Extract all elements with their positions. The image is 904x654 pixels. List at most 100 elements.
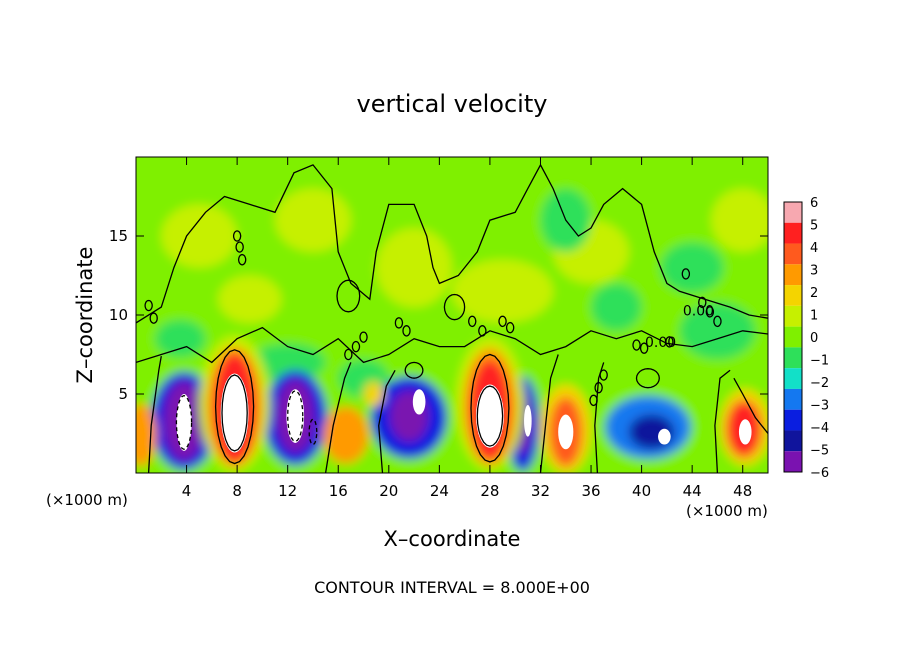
colorbar-swatch	[784, 264, 802, 286]
x-axis-ticks: 4 8 12 16 20 24 28 32 36 40 44 48	[182, 157, 752, 500]
colorbar-swatch	[784, 430, 802, 452]
contour-line	[136, 163, 768, 324]
contour-line	[639, 342, 649, 354]
colorbar-swatch	[784, 388, 802, 410]
contour-labels: 0.00 0.00	[645, 303, 714, 351]
colorbar-tick-label: 4	[810, 241, 818, 256]
x-tick-label: 48	[733, 482, 752, 500]
colorbar-tick-label: 3	[810, 264, 818, 279]
x-units-left: (×1000 m)	[46, 491, 128, 509]
y-tick-label: 10	[109, 306, 128, 324]
contour-line	[336, 279, 361, 313]
positive-core	[220, 373, 249, 453]
contour-line	[443, 293, 466, 321]
contour-line	[402, 325, 411, 337]
contour-line	[632, 339, 641, 351]
field-region	[660, 242, 724, 293]
contour-line	[175, 394, 193, 451]
x-units-right: (×1000 m)	[686, 502, 768, 520]
x-tick-label: 32	[531, 482, 550, 500]
negative-core	[176, 394, 192, 451]
contour-line	[144, 299, 153, 312]
chart-title: vertical velocity	[357, 90, 548, 118]
positive-core	[738, 419, 752, 445]
field-region	[452, 259, 554, 323]
x-tick-label: 36	[581, 482, 600, 500]
contour-line	[324, 362, 352, 473]
colorbar-swatch	[784, 202, 802, 223]
contour-line	[505, 321, 515, 334]
colorbar-swatch	[784, 409, 802, 431]
field-region	[154, 319, 206, 358]
field-region	[136, 403, 157, 467]
colorbar-tick-label: 1	[810, 309, 818, 324]
contour-line	[149, 312, 158, 324]
contour-line	[221, 374, 248, 452]
x-tick-label: 44	[683, 482, 702, 500]
contour-line	[705, 306, 715, 318]
x-tick-label: 4	[182, 482, 192, 500]
field-region	[218, 275, 282, 323]
colorbar-swatch	[784, 222, 802, 244]
contour-line	[351, 340, 361, 353]
contour-value-label: 0.00	[683, 303, 714, 319]
y-tick-label: 15	[109, 227, 128, 245]
y-axis-label: Z–coordinate	[73, 247, 97, 384]
field-region	[363, 381, 384, 407]
contour-line	[235, 241, 244, 253]
field-region	[591, 283, 642, 331]
colorbar-swatch	[784, 243, 802, 265]
x-tick-label: 40	[632, 482, 651, 500]
y-axis-ticks: 5 10 15	[109, 227, 768, 403]
contour-line	[404, 361, 424, 379]
contour-line	[344, 348, 353, 361]
colorbar-tick-label: −6	[810, 466, 829, 481]
colorbar-frame	[783, 201, 803, 473]
x-tick-label: 16	[329, 482, 348, 500]
field-region	[376, 228, 452, 308]
contour-line	[378, 369, 396, 473]
negative-core	[412, 389, 426, 415]
colorbar-swatch	[784, 451, 802, 472]
x-axis-label: X–coordinate	[384, 527, 521, 551]
x-tick-label: 24	[430, 482, 449, 500]
contour-line	[713, 315, 722, 328]
x-tick-label: 28	[480, 482, 499, 500]
contour-line	[237, 253, 247, 266]
field-region	[275, 188, 351, 252]
contour-line	[733, 377, 768, 434]
positive-core	[558, 414, 574, 450]
colorbar-tick-label: −3	[810, 399, 829, 414]
contour-line	[714, 369, 731, 473]
colorbar-swatch	[784, 368, 802, 389]
contour-value-label: 0.00	[645, 335, 676, 351]
contour-interval-note: CONTOUR INTERVAL = 8.000E+00	[314, 578, 590, 597]
contour-line	[308, 418, 318, 446]
colorbar-tick-label: 5	[810, 219, 818, 234]
contour-line	[359, 331, 368, 343]
contour-line	[214, 349, 255, 465]
colorbar-tick-label: 0	[810, 331, 818, 346]
contour-line	[665, 336, 674, 348]
contour-line	[698, 296, 707, 309]
contour-line	[476, 385, 504, 447]
contour-line	[147, 355, 162, 473]
x-tick-label: 12	[278, 482, 297, 500]
contour-lines	[136, 163, 768, 473]
contour-line	[394, 317, 404, 329]
colorbar-swatch	[784, 326, 802, 348]
x-tick-label: 20	[379, 482, 398, 500]
positive-core	[476, 384, 504, 448]
colorbar-tick-label: −1	[810, 354, 829, 369]
colorbar-swatch	[784, 347, 802, 369]
contour-line	[681, 268, 691, 280]
field-region	[323, 406, 369, 464]
colorbar-tick-label: 6	[810, 196, 818, 211]
x-tick-label: 8	[232, 482, 242, 500]
field-region	[161, 204, 238, 268]
contour-line	[232, 230, 242, 242]
contour-line	[589, 394, 598, 407]
contour-line	[468, 315, 477, 328]
contour-line	[599, 369, 608, 381]
colorbar-tick-label: 2	[810, 286, 818, 301]
